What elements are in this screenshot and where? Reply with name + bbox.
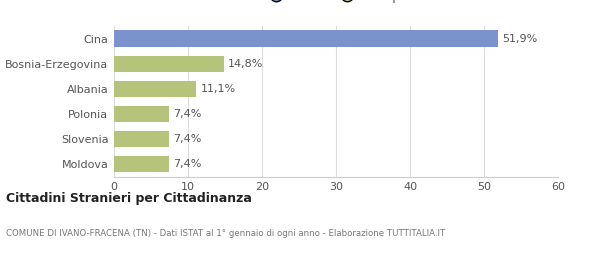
Bar xyxy=(114,81,196,97)
Text: 7,4%: 7,4% xyxy=(173,134,202,144)
Bar xyxy=(114,106,169,122)
Text: COMUNE DI IVANO-FRACENA (TN) - Dati ISTAT al 1° gennaio di ogni anno - Elaborazi: COMUNE DI IVANO-FRACENA (TN) - Dati ISTA… xyxy=(6,229,445,238)
Text: 14,8%: 14,8% xyxy=(228,59,263,69)
Text: Cittadini Stranieri per Cittadinanza: Cittadini Stranieri per Cittadinanza xyxy=(6,192,252,205)
Legend: Asia, Europa: Asia, Europa xyxy=(259,0,413,8)
Text: 51,9%: 51,9% xyxy=(503,34,538,44)
Bar xyxy=(114,156,169,172)
Text: 11,1%: 11,1% xyxy=(200,84,236,94)
Text: 7,4%: 7,4% xyxy=(173,109,202,119)
Bar xyxy=(114,56,224,72)
Bar xyxy=(114,30,498,47)
Text: 7,4%: 7,4% xyxy=(173,159,202,169)
Bar xyxy=(114,131,169,147)
